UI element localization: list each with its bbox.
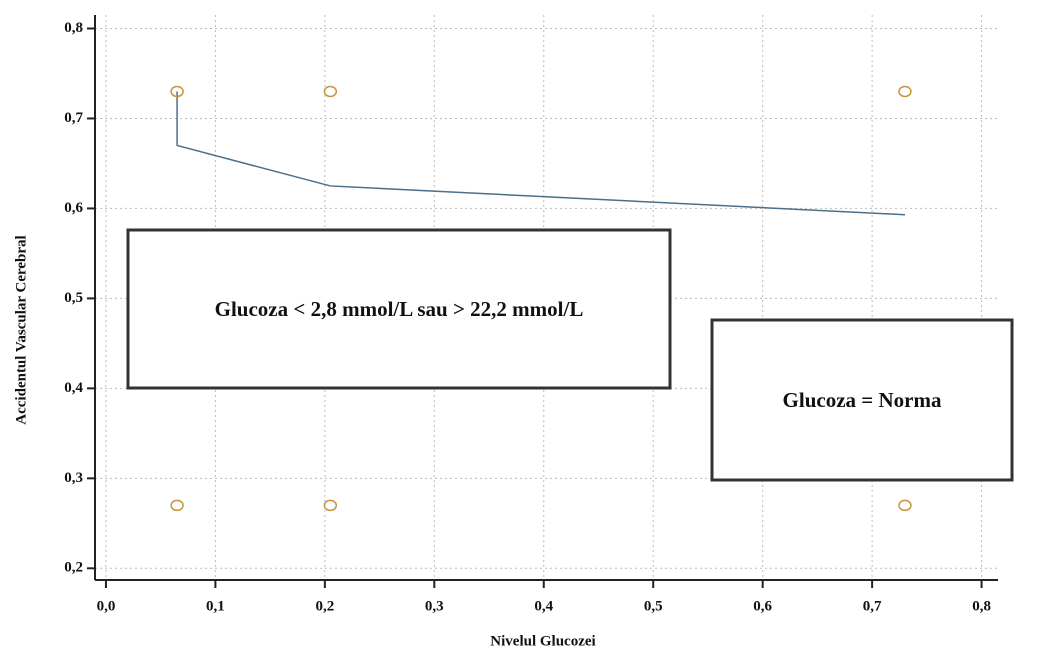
x-tick-label: 0,8 [972,598,991,614]
x-tick-label: 0,1 [206,598,225,614]
x-tick-label: 0,4 [534,598,553,614]
scatter-point [323,499,338,512]
x-tick-label: 0,3 [425,598,444,614]
x-tick-label: 0,5 [644,598,663,614]
y-tick-label: 0,8 [64,20,83,36]
x-tick-label: 0,2 [315,598,334,614]
x-tick-label: 0,0 [97,598,116,614]
scatter-point [898,85,912,98]
y-axis-title: Accidentul Vascular Cerebral [13,235,29,424]
scatter-point [323,85,338,98]
scatter-point [170,499,184,512]
y-tick-label: 0,4 [64,380,83,396]
x-tick-label: 0,6 [753,598,772,614]
scatter-point [898,499,912,512]
x-tick-label: 0,7 [863,598,882,614]
x-axis-title: Nivelul Glucozei [490,633,595,649]
annotation: Glucoza = Norma [783,388,942,412]
y-tick-label: 0,2 [64,560,83,576]
y-tick-label: 0,3 [64,470,83,486]
scatter-point [170,85,184,98]
y-tick-label: 0,7 [64,110,83,126]
annotation: Glucoza < 2,8 mmol/L sau > 22,2 mmol/L [215,297,584,321]
annotation-box [126,228,672,390]
y-tick-label: 0,6 [64,200,83,216]
line [176,91,906,216]
annotation-box [710,318,1014,482]
y-tick-label: 0,5 [64,290,83,306]
